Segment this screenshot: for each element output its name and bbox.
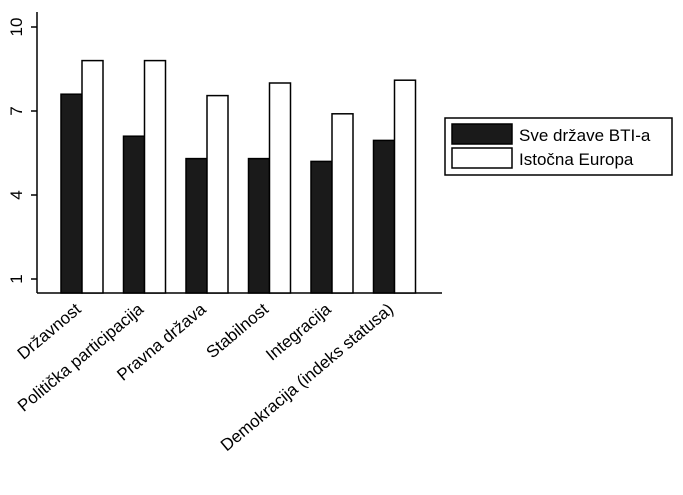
bar-eastern-europe bbox=[268, 82, 292, 294]
legend-label-eastern-europe: Istočna Europa bbox=[519, 150, 634, 169]
bar-all-bti bbox=[60, 93, 83, 294]
legend: Sve države BTI-a Istočna Europa bbox=[444, 117, 673, 176]
bar-all-bti bbox=[310, 160, 333, 294]
category-label: Stabilnost bbox=[203, 299, 273, 362]
bar-eastern-europe bbox=[143, 59, 167, 294]
bar-all-bti bbox=[372, 139, 396, 294]
bar-all-bti bbox=[247, 157, 271, 294]
bar-all-bti bbox=[122, 135, 146, 294]
bar-eastern-europe bbox=[331, 113, 354, 294]
chart-bars bbox=[60, 59, 417, 294]
y-tick-label: 7 bbox=[7, 106, 26, 115]
bar-eastern-europe bbox=[81, 59, 104, 294]
y-tick-label: 4 bbox=[7, 190, 26, 199]
legend-swatch-eastern-europe bbox=[451, 147, 513, 169]
legend-swatch-all-bti bbox=[451, 123, 513, 145]
bar-eastern-europe bbox=[206, 94, 229, 294]
y-tick-label: 10 bbox=[7, 18, 26, 37]
y-tick-label: 1 bbox=[7, 274, 26, 283]
legend-label-all-bti: Sve države BTI-a bbox=[519, 126, 651, 145]
bar-all-bti bbox=[185, 157, 208, 294]
bar-eastern-europe bbox=[393, 79, 417, 294]
